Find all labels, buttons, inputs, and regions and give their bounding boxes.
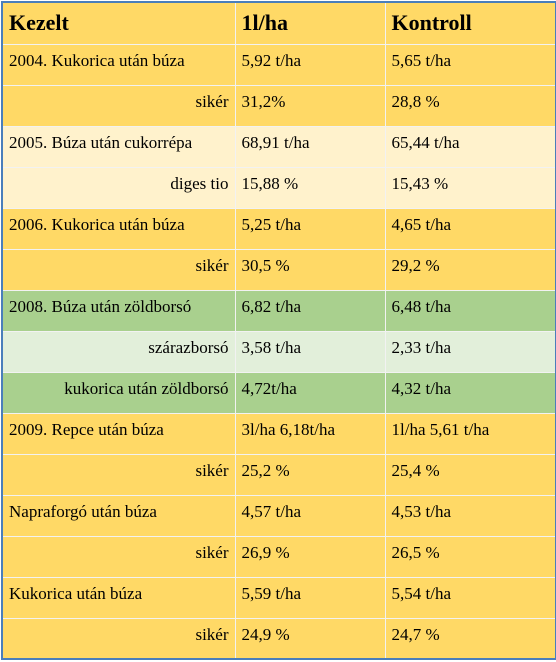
table-cell: 30,5 %: [234, 248, 386, 291]
table-row: 2004. Kukorica után búza 5,92 t/ha 5,65 t/…: [1, 43, 556, 86]
table-row: 2008. Búza után zöldborsó 6,82 t/ha 6,48 t…: [1, 289, 556, 332]
table-cell: 25,2 %: [234, 453, 386, 496]
table-cell: 6,82 t/ha: [234, 289, 386, 332]
table-cell: 5,92 t/ha: [234, 43, 386, 86]
table-cell: 2004. Kukorica után búza: [1, 43, 236, 86]
table-cell: 2006. Kukorica után búza: [1, 207, 236, 250]
header-cell: 1l/ha: [234, 1, 386, 45]
table-row: 2005. Búza után cukorrépa 68,91 t/ha 65,44…: [1, 125, 556, 168]
table-row: 2006. Kukorica után búza 5,25 t/ha 4,65 t/…: [1, 207, 556, 250]
table-cell: 3l/ha 6,18t/ha: [234, 412, 386, 455]
table-row: sikér 26,9 % 26,5 %: [1, 535, 556, 578]
table-row: Napraforgó után búza 4,57 t/ha 4,53 t/ha: [1, 494, 556, 537]
table-cell: 2,33 t/ha: [384, 330, 556, 373]
header-row: Kezelt 1l/ha Kontroll: [1, 1, 556, 45]
table-cell: 4,32 t/ha: [384, 371, 556, 414]
table-row: sikér 24,9 % 24,7 %: [1, 617, 556, 660]
table-cell: 29,2 %: [384, 248, 556, 291]
table-cell: sikér: [1, 248, 236, 291]
table-cell: 15,88 %: [234, 166, 386, 209]
table-cell: 26,5 %: [384, 535, 556, 578]
table-cell: 31,2%: [234, 84, 386, 127]
header-cell: Kezelt: [1, 1, 236, 45]
table-cell: 24,9 %: [234, 617, 386, 660]
table-row: sikér 25,2 % 25,4 %: [1, 453, 556, 496]
table-row: sikér 31,2% 28,8 %: [1, 84, 556, 127]
header-cell: Kontroll: [384, 1, 556, 45]
table-cell: diges tio: [1, 166, 236, 209]
table-cell: 28,8 %: [384, 84, 556, 127]
table-row: 2009. Repce után búza 3l/ha 6,18t/ha 1l/ha…: [1, 412, 556, 455]
table-row: kukorica után zöldborsó 4,72t/ha 4,32 t/ha: [1, 371, 556, 414]
table-cell: 65,44 t/ha: [384, 125, 556, 168]
table-cell: 5,25 t/ha: [234, 207, 386, 250]
table-cell: sikér: [1, 453, 236, 496]
table-cell: szárazborsó: [1, 330, 236, 373]
table-row: Kukorica után búza 5,59 t/ha 5,54 t/ha: [1, 576, 556, 619]
table-cell: 2009. Repce után búza: [1, 412, 236, 455]
table-cell: 3,58 t/ha: [234, 330, 386, 373]
table-row: sikér 30,5 % 29,2 %: [1, 248, 556, 291]
table-cell: Napraforgó után búza: [1, 494, 236, 537]
table-cell: 4,65 t/ha: [384, 207, 556, 250]
table-cell: 6,48 t/ha: [384, 289, 556, 332]
table-cell: 4,53 t/ha: [384, 494, 556, 537]
table-row: szárazborsó 3,58 t/ha 2,33 t/ha: [1, 330, 556, 373]
table-cell: sikér: [1, 84, 236, 127]
table-cell: 25,4 %: [384, 453, 556, 496]
table-cell: 26,9 %: [234, 535, 386, 578]
table-cell: 15,43 %: [384, 166, 556, 209]
table-cell: 24,7 %: [384, 617, 556, 660]
table-row: diges tio 15,88 % 15,43 %: [1, 166, 556, 209]
table-cell: 5,59 t/ha: [234, 576, 386, 619]
table-cell: 4,72t/ha: [234, 371, 386, 414]
table-cell: 5,54 t/ha: [384, 576, 556, 619]
table-cell: 2005. Búza után cukorrépa: [1, 125, 236, 168]
table-cell: 4,57 t/ha: [234, 494, 386, 537]
table-cell: kukorica után zöldborsó: [1, 371, 236, 414]
table-cell: sikér: [1, 617, 236, 660]
table-cell: 2008. Búza után zöldborsó: [1, 289, 236, 332]
table-cell: 1l/ha 5,61 t/ha: [384, 412, 556, 455]
table-cell: 5,65 t/ha: [384, 43, 556, 86]
table-cell: sikér: [1, 535, 236, 578]
table-cell: 68,91 t/ha: [234, 125, 386, 168]
table-cell: Kukorica után búza: [1, 576, 236, 619]
